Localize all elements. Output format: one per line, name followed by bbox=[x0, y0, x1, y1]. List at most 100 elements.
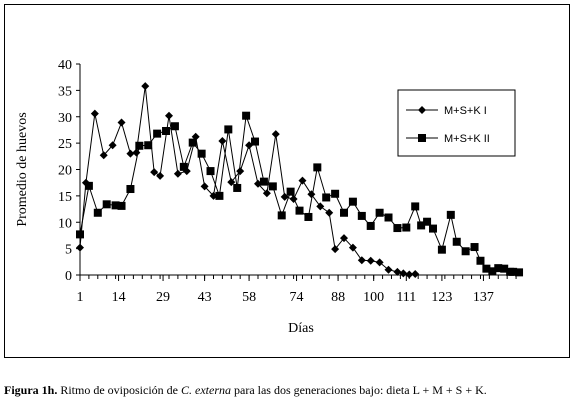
data-point-square bbox=[500, 264, 509, 273]
data-point-diamond bbox=[262, 189, 271, 198]
data-point-square bbox=[331, 189, 340, 198]
y-tick-label: 20 bbox=[58, 164, 72, 179]
data-point-diamond bbox=[117, 118, 126, 127]
data-point-square bbox=[224, 125, 233, 134]
data-point-square bbox=[188, 138, 197, 147]
x-tick-label: 1 bbox=[77, 290, 84, 305]
data-point-square bbox=[179, 162, 188, 171]
data-point-diamond bbox=[164, 111, 173, 120]
x-tick-label: 74 bbox=[290, 290, 304, 305]
data-point-square bbox=[102, 200, 111, 209]
data-point-square bbox=[233, 183, 242, 192]
data-point-square bbox=[340, 208, 349, 217]
data-point-square bbox=[295, 206, 304, 215]
data-point-square bbox=[452, 237, 461, 246]
data-point-square bbox=[488, 267, 497, 276]
caption-label: Figura 1h. bbox=[4, 383, 58, 397]
data-point-square bbox=[268, 182, 277, 191]
data-point-square bbox=[446, 210, 455, 219]
caption-species: C. externa bbox=[181, 383, 231, 397]
data-point-diamond bbox=[126, 149, 135, 158]
data-point-square bbox=[259, 177, 268, 186]
data-point-diamond bbox=[200, 182, 209, 191]
data-point-square bbox=[393, 224, 402, 233]
data-point-square bbox=[242, 111, 251, 120]
data-point-square bbox=[375, 208, 384, 217]
x-tick-label: 88 bbox=[331, 290, 345, 305]
data-point-diamond bbox=[108, 141, 117, 150]
data-point-square bbox=[162, 126, 171, 135]
data-point-diamond bbox=[340, 234, 349, 243]
y-tick-label: 5 bbox=[65, 243, 72, 258]
data-point-square bbox=[322, 193, 331, 202]
data-point-square bbox=[313, 163, 322, 172]
data-point-square bbox=[206, 167, 215, 176]
data-point-diamond bbox=[132, 148, 141, 157]
data-point-square bbox=[482, 264, 491, 273]
x-tick-label: 29 bbox=[156, 290, 170, 305]
y-tick-label: 15 bbox=[58, 190, 72, 205]
data-point-diamond bbox=[218, 137, 227, 146]
data-point-diamond bbox=[348, 243, 357, 252]
data-point-diamond bbox=[405, 270, 414, 279]
data-point-diamond bbox=[150, 168, 159, 177]
data-point-square bbox=[170, 122, 179, 131]
data-point-diamond bbox=[366, 256, 375, 265]
x-tick-label: 123 bbox=[431, 290, 452, 305]
data-point-diamond bbox=[393, 267, 402, 276]
data-point-diamond bbox=[411, 269, 420, 278]
data-point-diamond bbox=[298, 176, 307, 185]
data-point-diamond bbox=[325, 208, 334, 217]
data-point-square bbox=[417, 221, 426, 230]
legend-marker-diamond bbox=[418, 106, 426, 114]
legend-marker-square bbox=[418, 134, 426, 142]
y-tick-label: 35 bbox=[58, 84, 72, 99]
data-point-diamond bbox=[307, 190, 316, 199]
data-point-square bbox=[286, 187, 295, 196]
y-tick-label: 25 bbox=[58, 137, 72, 152]
data-point-square bbox=[117, 201, 126, 210]
data-point-square bbox=[429, 224, 438, 233]
y-tick-label: 40 bbox=[58, 58, 72, 73]
data-point-diamond bbox=[375, 258, 384, 267]
data-point-square bbox=[153, 129, 162, 138]
x-tick-label: 43 bbox=[198, 290, 212, 305]
data-point-diamond bbox=[399, 269, 408, 278]
data-point-diamond bbox=[90, 109, 99, 118]
data-point-square bbox=[470, 243, 479, 252]
data-point-square bbox=[348, 197, 357, 206]
figure-caption: Figura 1h. Ritmo de oviposición de C. ex… bbox=[4, 383, 576, 398]
y-tick-label: 30 bbox=[58, 111, 72, 126]
data-point-diamond bbox=[357, 256, 366, 265]
data-point-diamond bbox=[173, 169, 182, 178]
legend-entry-label: M+S+K I bbox=[444, 105, 487, 117]
data-point-diamond bbox=[76, 243, 84, 252]
data-point-square bbox=[509, 267, 518, 276]
data-point-diamond bbox=[99, 151, 108, 160]
x-tick-label: 111 bbox=[396, 290, 416, 305]
data-point-square bbox=[357, 211, 366, 220]
data-point-square bbox=[437, 245, 446, 254]
data-point-diamond bbox=[141, 82, 150, 91]
data-point-square bbox=[411, 202, 420, 211]
data-point-square bbox=[135, 141, 144, 150]
x-tick-label: 100 bbox=[363, 290, 384, 305]
caption-text-a: Ritmo de oviposición de bbox=[57, 383, 181, 397]
data-point-square bbox=[304, 212, 313, 221]
data-point-square bbox=[515, 268, 524, 277]
data-point-diamond bbox=[384, 265, 393, 274]
data-point-square bbox=[423, 217, 432, 226]
data-point-square bbox=[84, 181, 93, 190]
legend-entry-label: M+S+K II bbox=[444, 133, 490, 145]
data-point-square bbox=[476, 256, 485, 265]
data-point-diamond bbox=[236, 167, 245, 176]
data-point-square bbox=[76, 230, 84, 239]
data-point-square bbox=[197, 149, 206, 158]
x-tick-label: 14 bbox=[112, 290, 126, 305]
data-point-square bbox=[277, 211, 286, 220]
data-point-square bbox=[494, 264, 503, 273]
x-tick-label: 58 bbox=[242, 290, 256, 305]
y-tick-label: 10 bbox=[58, 216, 72, 231]
x-tick-label: 137 bbox=[473, 290, 494, 305]
